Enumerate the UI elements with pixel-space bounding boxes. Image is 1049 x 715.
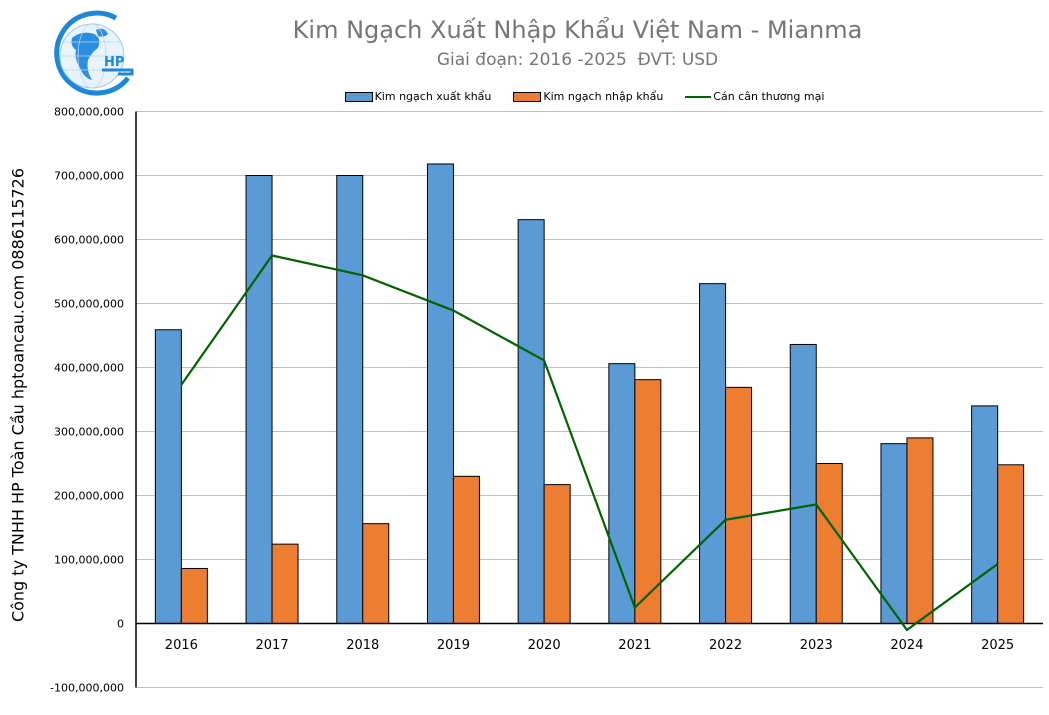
y-axis-ticks: -100,000,000 0 100,000,000 200,000,000 300,0…: [50, 106, 124, 695]
import-bar: [906, 437, 934, 624]
x-tick-label: 2019: [437, 638, 470, 653]
y-tick-label: 800,000,000: [54, 106, 124, 119]
legend-label: Cán cân thương mại: [713, 90, 825, 103]
import-bar: [362, 523, 390, 624]
export-bar: [245, 175, 273, 624]
x-tick-label: 2017: [256, 638, 289, 653]
x-tick-label: 2018: [346, 638, 379, 653]
y-tick-label: 300,000,000: [54, 426, 124, 439]
export-swatch-icon: [344, 91, 373, 102]
export-bar: [336, 175, 364, 624]
import-bar: [271, 543, 299, 625]
globe-hp-logo-icon: HP: [54, 10, 134, 96]
export-bar: [154, 329, 182, 624]
x-tick-label: 2016: [165, 638, 198, 653]
export-bar: [789, 343, 817, 624]
import-bar: [634, 379, 662, 624]
import-bar: [180, 567, 208, 625]
export-bar: [880, 443, 908, 624]
import-bar: [725, 386, 753, 624]
import-swatch-icon: [513, 91, 542, 102]
x-tick-label: 2025: [981, 638, 1014, 653]
y-tick-label: 700,000,000: [54, 170, 124, 183]
import-bar: [997, 464, 1025, 624]
y-tick-label: 500,000,000: [54, 298, 124, 311]
legend-label: Kim ngạch nhập khẩu: [543, 90, 664, 103]
chart-subtitle: Giai đoạn: 2016 -2025 ĐVT: USD: [436, 50, 719, 70]
line-swatch-icon: [685, 95, 712, 98]
import-bar: [543, 484, 571, 624]
legend-item-balance: Cán cân thương mại: [685, 90, 824, 103]
y-tick-label: 0: [117, 618, 124, 631]
import-bar: [815, 463, 843, 624]
trade-balance-line: [180, 254, 999, 632]
y-tick-label: 600,000,000: [54, 234, 124, 247]
chart-title: Kim Ngạch Xuất Nhập Khẩu Việt Nam - Mian…: [292, 16, 863, 44]
x-tick-label: 2021: [618, 638, 651, 653]
svg-text:HP: HP: [104, 55, 124, 70]
y-tick-label: -100,000,000: [50, 682, 124, 695]
chart-legend: Kim ngạch xuất khẩu Kim ngạch nhập khẩu …: [0, 90, 1049, 103]
x-tick-label: 2020: [528, 638, 561, 653]
legend-item-import: Kim ngạch nhập khẩu: [513, 90, 663, 103]
y-tick-label: 100,000,000: [54, 554, 124, 567]
bar-series: [154, 163, 1025, 625]
import-bar: [452, 475, 480, 624]
export-bar: [608, 363, 636, 624]
export-bar: [426, 163, 454, 624]
export-bar: [699, 283, 727, 624]
x-tick-label: 2022: [709, 638, 742, 653]
y-tick-label: 400,000,000: [54, 362, 124, 375]
legend-item-export: Kim ngạch xuất khẩu: [344, 90, 492, 103]
export-bar: [517, 219, 545, 624]
y-tick-label: 200,000,000: [54, 490, 124, 503]
x-tick-label: 2023: [800, 638, 833, 653]
company-logo: HP: [46, 8, 138, 100]
x-tick-label: 2024: [890, 638, 923, 653]
legend-label: Kim ngạch xuất khẩu: [374, 90, 492, 103]
x-axis-ticks: 2016 2017 2018 2019 2020 2021 2022 2023 2024 2025: [165, 638, 1014, 653]
export-bar: [971, 405, 999, 624]
